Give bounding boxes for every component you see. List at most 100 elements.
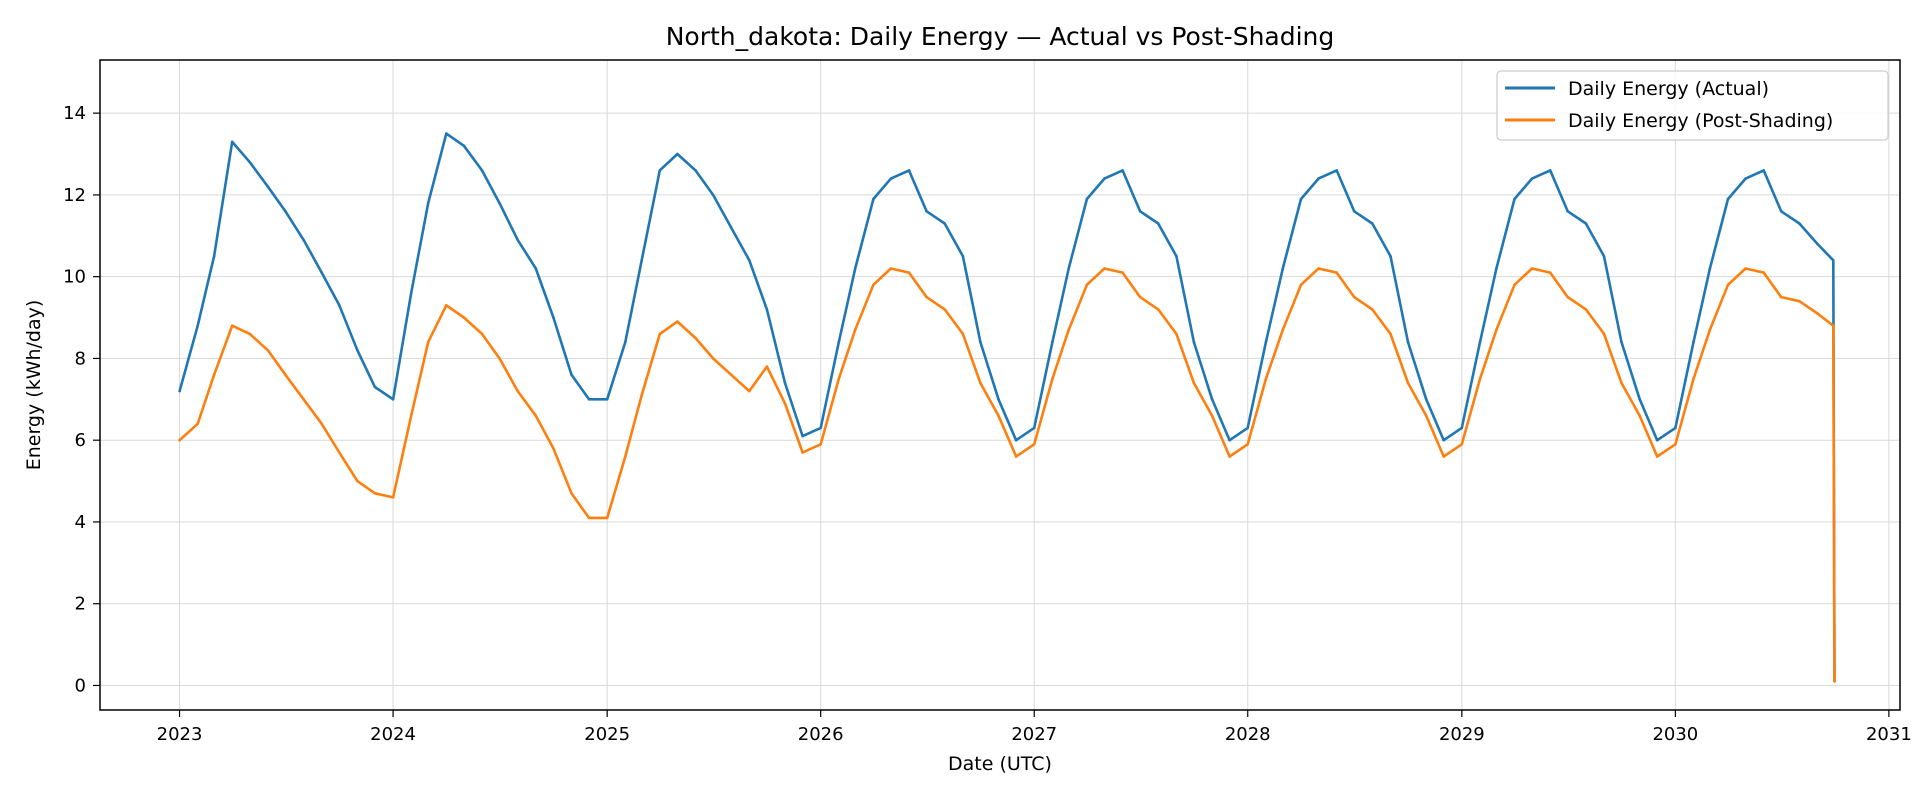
data-point-post-shading <box>1103 267 1106 270</box>
data-point-actual <box>1371 222 1374 225</box>
x-tick-label: 2031 <box>1866 724 1912 745</box>
data-point-post-shading <box>178 438 181 442</box>
data-point-actual <box>1460 426 1464 430</box>
x-tick-label: 2024 <box>370 724 416 745</box>
data-point-post-shading <box>729 373 733 377</box>
data-point-actual <box>1655 438 1659 442</box>
data-point-post-shading <box>1138 295 1142 299</box>
data-point-actual <box>1032 426 1036 430</box>
data-point-post-shading <box>605 516 609 520</box>
data-point-post-shading <box>1708 328 1712 332</box>
data-point-actual <box>1779 210 1783 213</box>
data-point-post-shading <box>943 308 946 311</box>
data-point-actual <box>837 340 841 344</box>
data-point-actual <box>284 210 287 213</box>
data-point-post-shading <box>658 332 662 336</box>
data-point-actual <box>694 169 697 172</box>
data-point-post-shading <box>1566 295 1569 299</box>
data-point-post-shading <box>1478 377 1482 381</box>
data-point-actual <box>1762 169 1765 172</box>
data-point-post-shading <box>979 381 982 385</box>
data-point-post-shading <box>266 349 270 352</box>
data-point-post-shading <box>338 451 341 454</box>
data-point-post-shading <box>373 492 377 495</box>
data-point-actual <box>1299 197 1303 201</box>
data-point-actual <box>1726 197 1730 201</box>
data-point-actual <box>907 169 911 172</box>
data-point-post-shading <box>426 340 430 344</box>
data-point-post-shading <box>409 414 413 418</box>
data-point-actual <box>1744 177 1747 180</box>
data-point-post-shading <box>212 373 216 377</box>
data-point-post-shading <box>1299 283 1303 287</box>
data-point-post-shading <box>1156 308 1160 311</box>
series-layer <box>178 132 1836 683</box>
data-point-post-shading <box>907 271 911 274</box>
data-point-actual <box>373 385 377 389</box>
data-point-post-shading <box>320 422 324 426</box>
data-point-actual <box>426 201 430 205</box>
data-point-actual <box>552 316 555 319</box>
data-point-actual <box>1103 177 1106 180</box>
data-point-post-shading <box>837 377 841 381</box>
data-point-actual <box>587 398 591 401</box>
data-point-post-shading <box>925 295 928 299</box>
data-point-post-shading <box>1352 295 1356 299</box>
data-point-post-shading <box>230 324 234 328</box>
data-point-post-shading <box>1548 271 1552 274</box>
data-point-post-shading <box>1317 267 1320 270</box>
data-point-post-shading <box>783 402 787 405</box>
data-point-actual <box>1548 169 1552 172</box>
data-point-actual <box>480 169 484 172</box>
data-point-post-shading <box>1051 377 1054 381</box>
x-axis: 2023 2024 2025 2026 2027 2028 2029 2030 2031 <box>157 710 1912 745</box>
data-point-post-shading <box>624 455 627 458</box>
data-point-actual <box>1014 438 1018 442</box>
data-point-actual <box>961 254 965 258</box>
data-point-post-shading <box>1602 332 1606 336</box>
data-point-post-shading <box>1371 308 1374 311</box>
data-point-post-shading <box>1584 308 1588 311</box>
data-point-post-shading <box>302 398 305 401</box>
grid-lines <box>100 60 1900 710</box>
data-point-post-shading <box>961 332 965 336</box>
y-tick-label: 10 <box>63 267 86 288</box>
legend-label-actual: Daily Energy (Actual) <box>1568 78 1769 100</box>
data-point-actual <box>266 185 270 188</box>
data-point-post-shading <box>1014 455 1018 458</box>
data-point-actual <box>534 267 538 270</box>
data-point-post-shading <box>1816 312 1819 315</box>
data-point-post-shading <box>819 443 822 446</box>
data-point-post-shading <box>552 447 555 450</box>
data-point-post-shading <box>1832 324 1835 328</box>
data-point-post-shading <box>748 389 751 393</box>
data-point-post-shading <box>1674 443 1677 446</box>
data-point-actual <box>889 177 893 180</box>
data-point-actual <box>248 160 252 164</box>
data-point-post-shading <box>765 365 769 368</box>
y-tick-label: 4 <box>75 512 86 533</box>
data-point-post-shading <box>1246 443 1249 446</box>
data-point-actual <box>819 426 822 430</box>
data-point-actual <box>1317 177 1320 180</box>
data-point-actual <box>1513 197 1516 201</box>
data-point-actual <box>1067 267 1070 270</box>
data-point-actual <box>570 373 573 377</box>
data-point-actual <box>212 254 216 258</box>
data-point-post-shading <box>1620 381 1623 385</box>
data-point-actual <box>1495 267 1498 270</box>
data-point-actual <box>1352 210 1356 213</box>
data-point-post-shading <box>1424 414 1428 418</box>
data-point-post-shading <box>1335 271 1338 274</box>
data-point-actual <box>445 132 448 135</box>
data-point-post-shading <box>570 492 573 495</box>
data-point-post-shading <box>1744 267 1747 270</box>
data-point-post-shading <box>1085 283 1089 287</box>
data-point-post-shading <box>1192 381 1196 385</box>
data-point-actual <box>356 349 359 352</box>
data-point-actual <box>1798 222 1801 225</box>
y-tick-label: 2 <box>75 594 86 615</box>
data-point-actual <box>1478 340 1482 344</box>
data-point-post-shading <box>1779 295 1783 299</box>
data-point-actual <box>1210 398 1214 401</box>
